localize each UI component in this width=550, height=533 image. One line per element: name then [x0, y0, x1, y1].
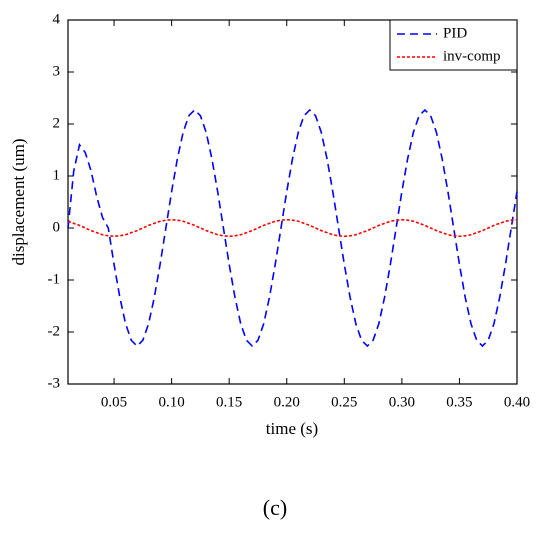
x-axis-label: time (s): [266, 419, 318, 438]
y-tick-label: 0: [53, 219, 61, 235]
line-series: [67, 108, 518, 348]
y-tick-label: -3: [48, 375, 61, 391]
x-tick-label: 0.35: [446, 394, 472, 410]
legend-label: PID: [443, 25, 467, 41]
y-tick-label: -2: [48, 323, 61, 339]
x-tick-label: 0.15: [216, 394, 242, 410]
y-tick-label: 1: [53, 167, 61, 183]
y-axis-label: displacement (um): [9, 139, 28, 266]
plot-frame: [67, 19, 518, 385]
legend-box: [389, 19, 518, 71]
legend-label: inv-comp: [443, 48, 501, 64]
line-series: [67, 218, 518, 238]
caption: (c): [263, 495, 287, 520]
x-tick-label: 0.10: [158, 394, 184, 410]
x-tick-label: 0.05: [101, 394, 127, 410]
x-tick-label: 0.40: [504, 394, 530, 410]
x-tick-label: 0.25: [331, 394, 357, 410]
y-tick-label: 2: [53, 115, 61, 131]
x-tick-label: 0.20: [274, 394, 300, 410]
y-tick-label: -1: [48, 271, 61, 287]
x-tick-label: 0.30: [389, 394, 415, 410]
y-tick-label: 4: [53, 11, 61, 27]
y-tick-label: 3: [53, 63, 61, 79]
